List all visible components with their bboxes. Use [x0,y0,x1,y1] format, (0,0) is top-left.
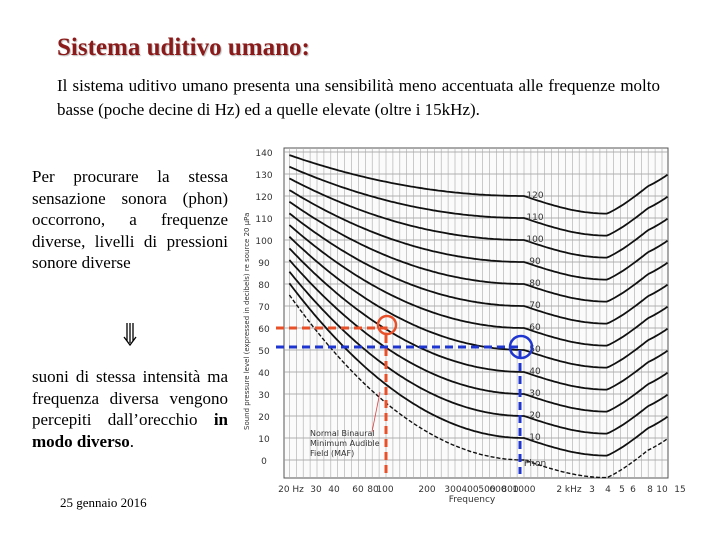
phon-label: 40 [529,367,541,377]
intro-text: Il sistema uditivo umano presenta una se… [57,76,660,119]
contour [288,177,669,259]
x-axis-label: Frequency [449,495,496,505]
x-tick-label: 6 [630,485,636,495]
x-tick-label: 2 kHz [556,485,582,495]
annotation-line [371,391,381,433]
phon-label: 60 [529,323,541,333]
x-tick-label: 600 [489,485,506,495]
contour [288,271,669,435]
phon-label: 120 [526,191,543,201]
contour [288,259,669,413]
y-tick-label: 30 [258,391,270,401]
phon-label: 20 [529,411,541,421]
text: . [129,431,134,451]
phon-label: 30 [529,389,541,399]
y-tick-label: 40 [258,369,270,379]
y-tick-label: 70 [258,303,270,313]
contour [289,165,669,237]
y-tick-label: 20 [258,413,270,423]
left-text: suoni di stessa intensità ma frequenza d… [32,366,228,452]
x-tick-label: 4 [605,485,611,495]
y-tick-label: 130 [255,171,272,181]
phon-label: 110 [526,213,543,223]
y-tick-label: 0 [261,457,267,467]
red-guide [276,326,388,474]
x-tick-label: 30 [310,485,322,495]
red-marker [376,314,398,336]
blue-guide [276,345,522,474]
x-tick-label: 400 [461,485,478,495]
y-axis-label: Sound pressure level (expressed in decib… [243,213,251,430]
phon-label: 100 [526,235,543,245]
x-tick-label: 800 [501,485,518,495]
phon-label: 80 [529,279,541,289]
x-tick-label: 20 Hz [278,485,304,495]
x-tick-label: 100 [376,485,393,495]
contour [288,247,669,391]
y-tick-label: 140 [255,149,272,159]
y-tick-label: 90 [258,259,270,269]
x-tick-label: 5 [619,485,625,495]
footer-date: 25 gennaio 2016 [60,495,147,510]
phon-label: 10 [529,433,541,443]
x-tick-label: 1000 [513,485,536,495]
contour [288,282,669,457]
phon-label: 90 [529,257,541,267]
x-tick-label: 80 [367,485,379,495]
contour [288,200,669,303]
x-tick-label: 40 [328,485,340,495]
x-tick-label: 200 [418,485,435,495]
down-arrow [123,323,137,347]
x-tick-label: 8 [647,485,653,495]
y-tick-label: 100 [255,237,272,247]
slide-title: Sistema uditivo umano: [57,34,310,61]
x-tick-label: 3 [589,485,595,495]
left-text: Per procurare la stessa sensazione sonor… [32,167,228,272]
maf-label: Normal Binaural [310,429,375,438]
contour [288,294,668,479]
contour [288,224,669,347]
y-tick-label: 110 [255,215,272,225]
x-tick-label: 60 [352,485,364,495]
x-tick-label: 10 [656,485,668,495]
maf-label: Field (MAF) [310,449,354,458]
x-tick-label: 300 [444,485,461,495]
y-tick-label: 80 [258,281,270,291]
phon-label: 50 [529,345,541,355]
contour [288,212,669,325]
phon-label: 70 [529,301,541,311]
maf-label: Minimum Audible [310,439,380,448]
y-tick-label: 10 [258,435,270,445]
x-tick-label: 500 [478,485,495,495]
blue-marker [508,334,534,360]
x-tick-label: 15 [674,485,685,495]
contour [289,154,669,215]
y-tick-label: 50 [258,347,270,357]
y-tick-label: 60 [258,325,270,335]
y-tick-label: 120 [255,193,272,203]
contour [288,189,669,281]
phon-unit: Phon [524,459,546,469]
text: suoni di stessa intensità ma frequenza d… [32,367,228,429]
bold-text: in modo diverso [32,410,228,451]
